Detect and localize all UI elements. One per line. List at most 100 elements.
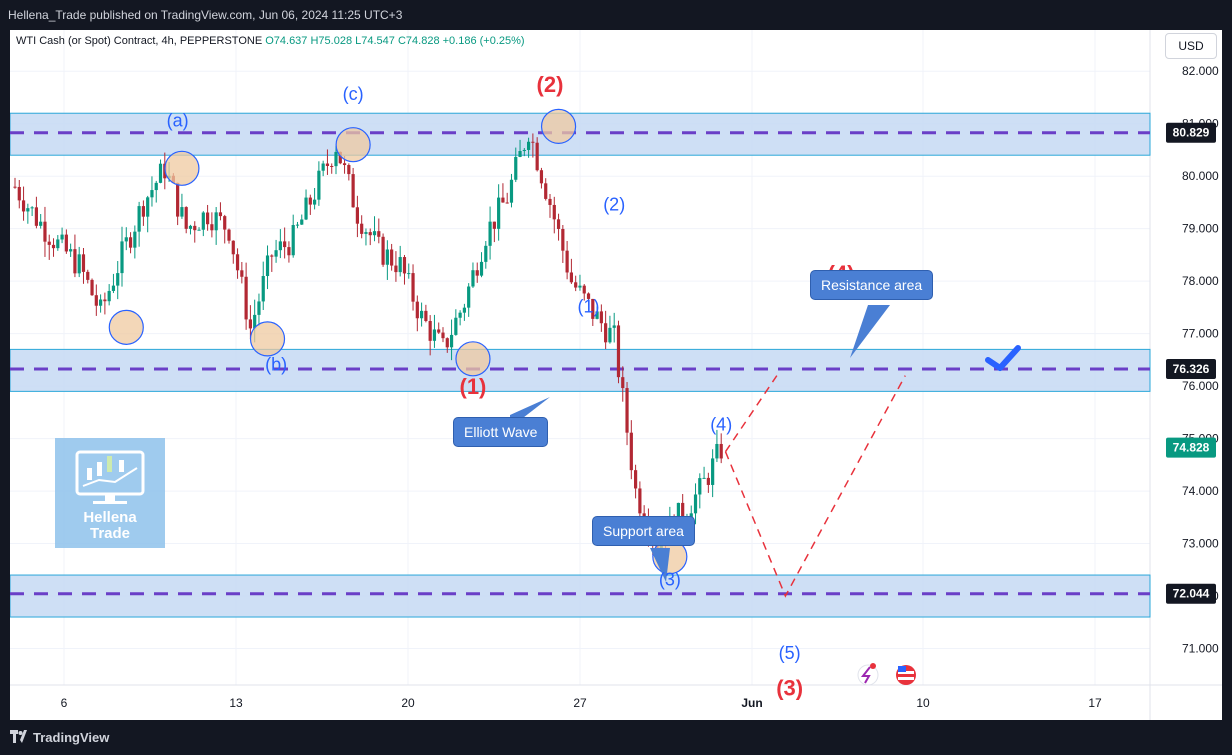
candle — [265, 255, 270, 277]
wave-label: (c) — [343, 84, 364, 104]
candle — [702, 477, 706, 479]
wave-label: (2) — [537, 72, 564, 97]
candle — [497, 197, 501, 229]
currency-button[interactable]: USD — [1165, 33, 1217, 59]
x-tick-label: 17 — [1088, 696, 1102, 710]
candle — [492, 221, 496, 229]
candle — [715, 443, 719, 459]
y-tick-label: 71.000 — [1182, 642, 1219, 656]
candle — [565, 250, 569, 273]
candle — [150, 190, 154, 198]
candle — [111, 285, 116, 291]
candle — [90, 279, 94, 296]
price-label-bg — [1166, 122, 1216, 143]
candle — [556, 219, 561, 229]
candle — [283, 241, 287, 248]
x-tick-label: 20 — [401, 696, 415, 710]
candle — [304, 197, 308, 220]
pivot-marker — [540, 108, 577, 144]
pivot-marker — [335, 127, 371, 163]
tradingview-brand: TradingView — [33, 730, 110, 745]
candle — [471, 270, 475, 287]
candle — [321, 163, 325, 171]
x-tick-label: 10 — [916, 696, 930, 710]
candle — [467, 286, 471, 308]
candle — [51, 244, 56, 249]
candle — [218, 212, 223, 217]
candle — [26, 208, 30, 212]
candle — [428, 321, 432, 341]
candle — [390, 249, 394, 266]
publisher-text: Hellena_Trade published on TradingView.c… — [8, 8, 403, 22]
candle — [612, 325, 616, 328]
candle — [244, 276, 248, 320]
candle — [69, 249, 73, 252]
candle — [415, 301, 419, 319]
price-label: 72.044 — [1173, 587, 1210, 601]
zone-support — [10, 574, 1151, 618]
publisher-bar: Hellena_Trade published on TradingView.c… — [0, 0, 1232, 30]
candle — [270, 255, 274, 257]
candle — [347, 165, 351, 175]
us-flag-canton — [898, 666, 906, 672]
candle — [201, 212, 205, 230]
change-value: +0.186 (+0.25%) — [442, 35, 525, 47]
candle — [47, 241, 51, 245]
wave-label: (5) — [779, 643, 801, 663]
elliott-callout: Elliott Wave — [453, 417, 549, 447]
price-label: 80.829 — [1173, 126, 1210, 140]
candle — [377, 231, 381, 237]
candle — [342, 163, 347, 166]
candle — [206, 212, 210, 225]
candle — [287, 247, 291, 256]
price-label-bg — [1166, 359, 1216, 380]
x-tick-label: 13 — [229, 696, 243, 710]
candle — [514, 156, 518, 180]
x-tick-label: 27 — [573, 696, 587, 710]
chart-frame[interactable]: 82.00081.00080.00079.00078.00077.00076.0… — [10, 30, 1222, 720]
checkmark-icon — [985, 345, 1021, 371]
candle — [505, 202, 509, 204]
candle — [475, 270, 479, 276]
candle — [227, 229, 231, 241]
candle — [535, 142, 539, 171]
resistance-callout-pointer — [850, 305, 890, 358]
candle — [711, 458, 715, 485]
candle — [94, 295, 98, 306]
candle — [479, 261, 484, 276]
pivot-marker — [455, 341, 491, 377]
symbol-info: WTI Cash (or Spot) Contract, 4h, PEPPERS… — [16, 35, 525, 47]
y-tick-label: 78.000 — [1182, 274, 1219, 288]
symbol-name: WTI Cash (or Spot) Contract, 4h, PEPPERS… — [16, 35, 263, 47]
candle — [116, 273, 120, 286]
footer-bar: TradingView — [0, 720, 1232, 755]
price-chart[interactable]: 82.00081.00080.00079.00078.00077.00076.0… — [10, 30, 1222, 720]
projection-path — [724, 375, 906, 598]
y-tick-label: 77.000 — [1182, 327, 1219, 341]
candle — [351, 174, 355, 208]
candle — [437, 329, 441, 333]
candle — [681, 502, 685, 520]
candle — [569, 272, 573, 283]
wave-label: (a) — [167, 110, 189, 130]
candle — [544, 183, 548, 199]
candle — [586, 293, 591, 299]
candle — [574, 282, 578, 288]
candle — [214, 212, 218, 231]
candle — [488, 221, 492, 246]
candle — [411, 273, 415, 302]
y-tick-label: 80.000 — [1182, 169, 1219, 183]
candle — [330, 165, 334, 167]
candle — [420, 310, 424, 319]
candle — [107, 290, 111, 302]
low-value: L74.547 — [355, 35, 395, 47]
flash-icon-bolt — [860, 666, 871, 684]
wave-label: (3) — [776, 676, 803, 701]
high-value: H75.028 — [310, 35, 353, 47]
candle — [462, 307, 466, 313]
us-flag-stripe — [898, 671, 914, 674]
notification-dot — [870, 663, 876, 669]
candle — [522, 149, 526, 152]
candle — [454, 317, 458, 335]
price-label-bg — [1166, 583, 1216, 604]
